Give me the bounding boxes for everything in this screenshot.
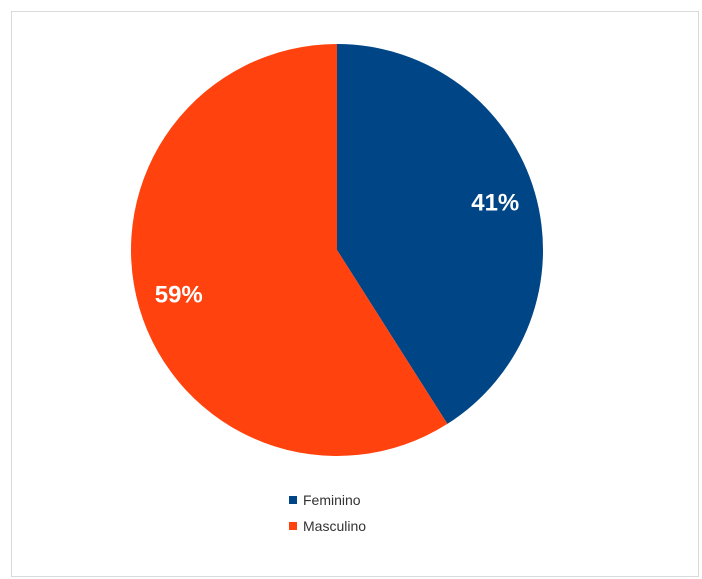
legend-item-feminino: Feminino	[289, 487, 366, 513]
data-label-masculino: 59%	[155, 281, 203, 308]
legend-swatch-masculino	[289, 522, 297, 530]
legend-swatch-feminino	[289, 496, 297, 504]
legend-label-masculino: Masculino	[303, 518, 367, 534]
legend-item-masculino: Masculino	[289, 513, 366, 539]
legend: Feminino Masculino	[289, 487, 366, 539]
legend-label-feminino: Feminino	[303, 492, 361, 508]
pie-slice-feminino	[337, 44, 543, 424]
pie-slice-masculino	[130, 44, 448, 456]
data-label-feminino: 41%	[471, 189, 519, 216]
